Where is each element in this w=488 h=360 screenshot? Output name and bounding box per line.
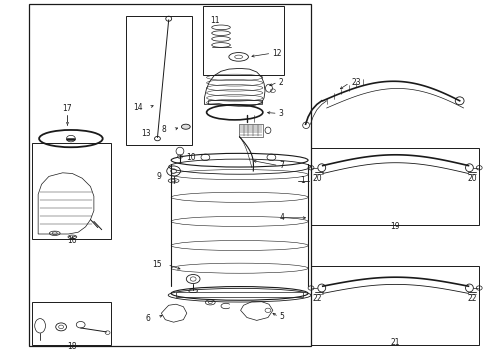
Bar	[32, 143, 111, 239]
Text: 5: 5	[279, 312, 284, 321]
Text: 4: 4	[279, 213, 284, 222]
Text: 8: 8	[161, 125, 166, 134]
Text: 1: 1	[300, 176, 305, 185]
Bar	[203, 6, 283, 75]
Bar	[310, 266, 478, 345]
Text: 9: 9	[156, 172, 161, 181]
Text: 22: 22	[466, 294, 476, 303]
Bar	[29, 4, 310, 346]
Ellipse shape	[181, 124, 190, 129]
Text: 17: 17	[62, 104, 72, 113]
Text: 19: 19	[389, 222, 399, 231]
Text: 20: 20	[466, 174, 476, 183]
Bar	[126, 16, 192, 145]
Text: 18: 18	[67, 342, 77, 351]
Text: 20: 20	[311, 174, 321, 183]
Text: 3: 3	[278, 109, 283, 118]
Text: 10: 10	[185, 153, 195, 162]
Text: 16: 16	[67, 236, 77, 245]
Text: 6: 6	[145, 314, 150, 323]
Text: 13: 13	[141, 129, 150, 138]
Text: 22: 22	[311, 294, 321, 303]
Bar	[32, 302, 111, 345]
Text: 23: 23	[350, 78, 360, 87]
Text: 12: 12	[272, 49, 281, 58]
Text: 11: 11	[210, 16, 219, 25]
Text: 2: 2	[278, 77, 283, 86]
Text: 14: 14	[133, 103, 142, 112]
Text: 7: 7	[279, 161, 284, 170]
Bar	[310, 148, 478, 225]
Text: 15: 15	[151, 260, 161, 269]
Text: 21: 21	[389, 338, 399, 347]
